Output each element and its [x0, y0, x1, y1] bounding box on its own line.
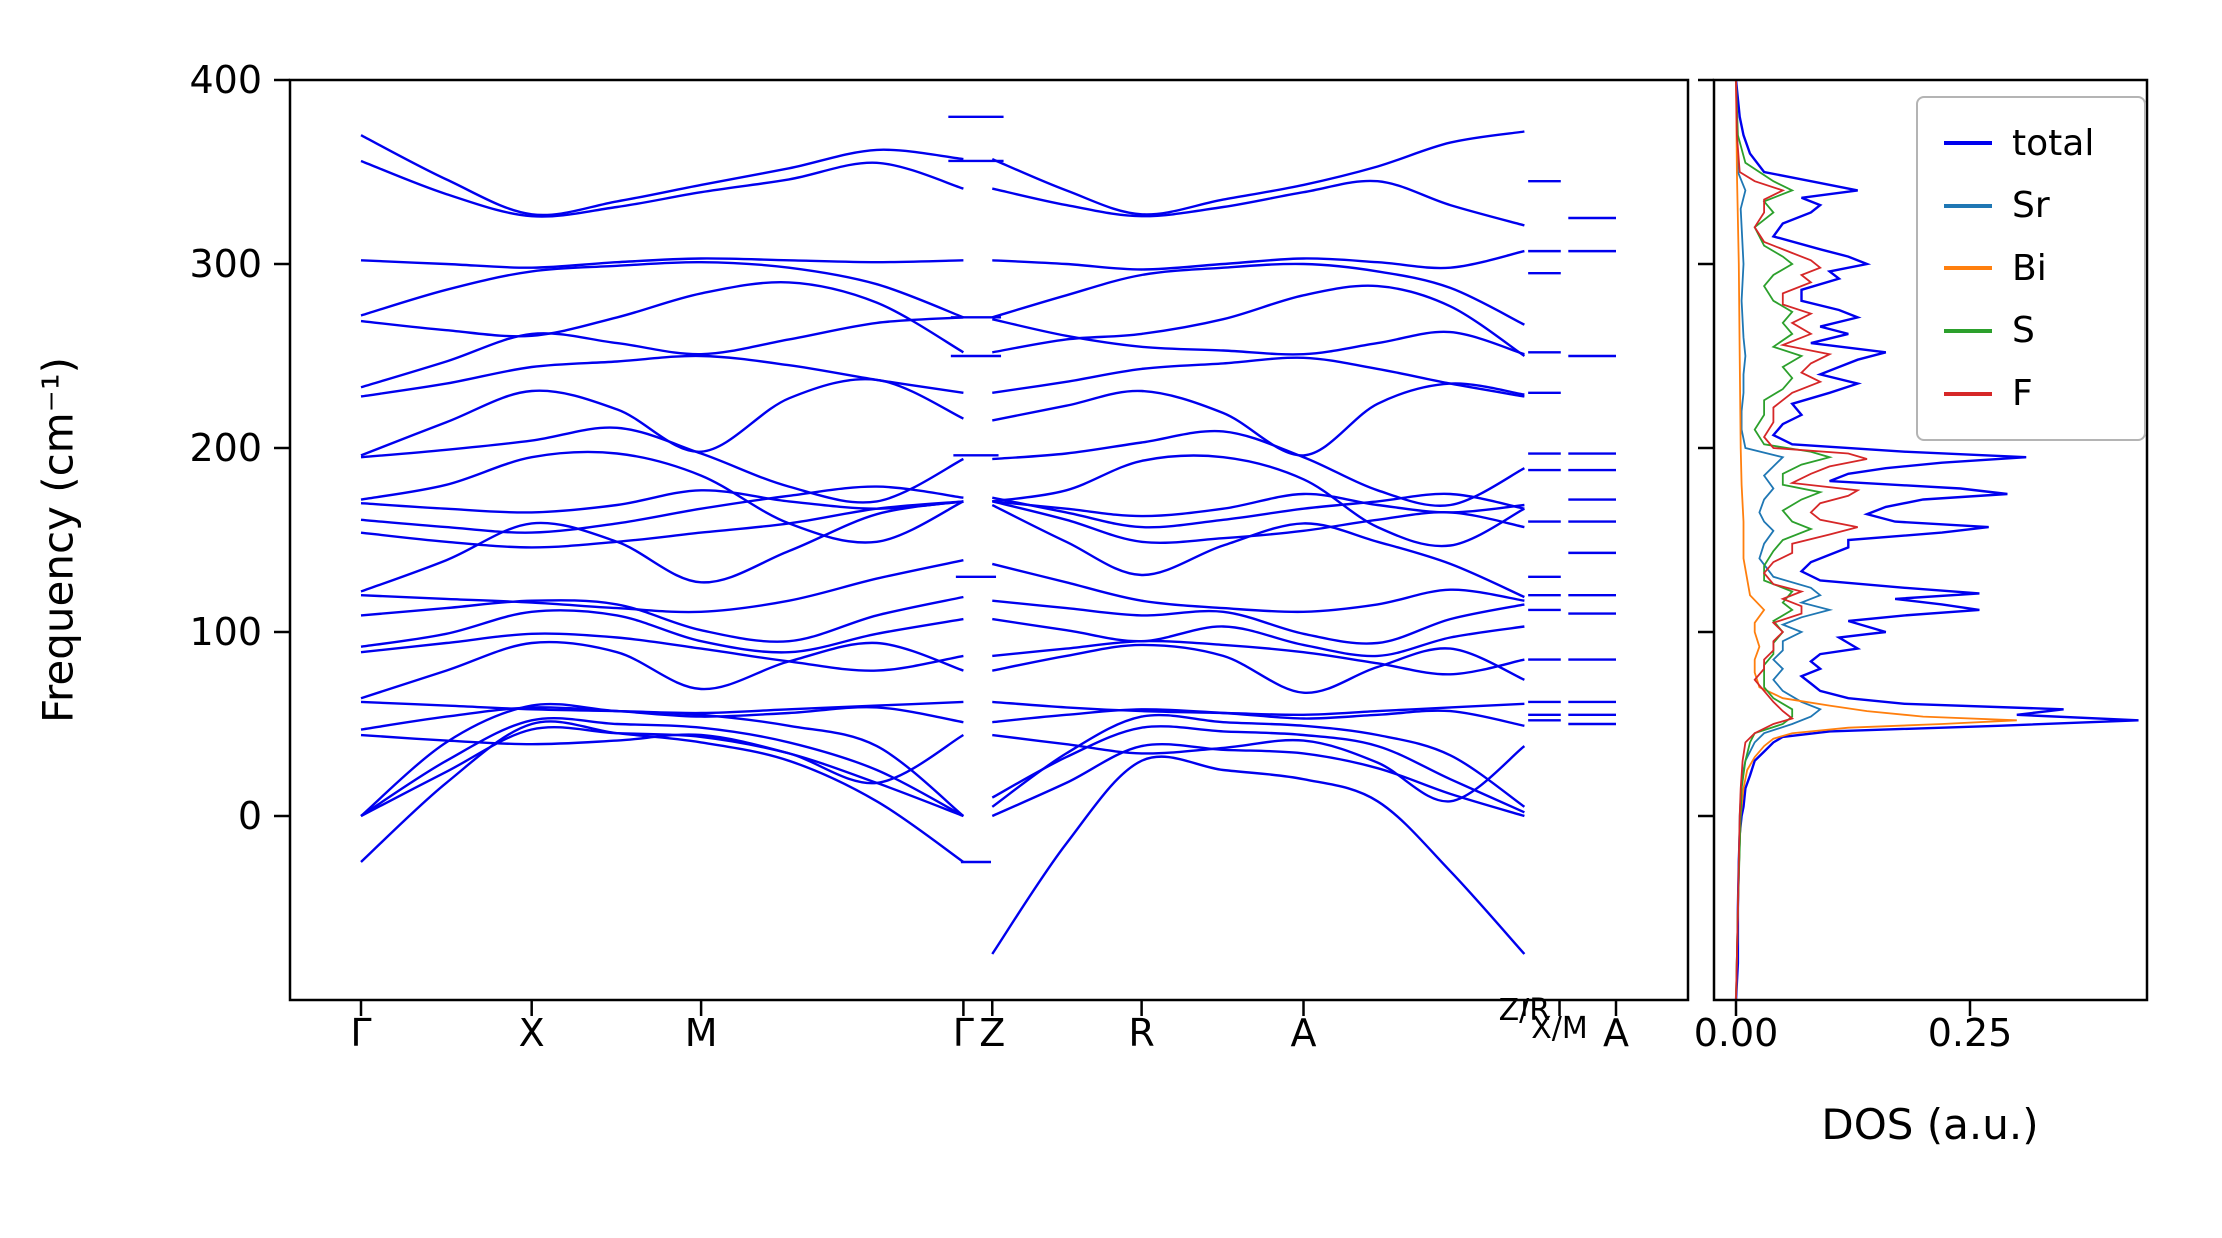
phonon-band-curve	[992, 179, 1525, 227]
phonon-band-curve	[360, 257, 964, 269]
phonon-band-curve	[991, 743, 1525, 818]
phonon-band-curve	[992, 284, 1526, 357]
y-axis-label: Frequency (cm⁻¹)	[33, 356, 83, 724]
phonon-band-curve	[360, 134, 964, 217]
legend-entry-S: S	[1944, 311, 2118, 351]
y-tick-label: 300	[189, 242, 262, 286]
phonon-band-curve	[991, 130, 1525, 216]
legend-label: Bi	[2012, 247, 2047, 289]
phonon-band-curve	[360, 489, 964, 514]
dos-curve-Bi	[1735, 80, 2017, 1000]
legend-entry-Bi: Bi	[1944, 249, 2118, 289]
legend-line-sample	[1944, 329, 1992, 334]
dos-curve-total	[1734, 80, 2139, 1000]
phonon-band-curve	[992, 708, 1525, 727]
y-tick-label: 200	[189, 426, 262, 470]
band-x-tick-label: X/M	[1531, 1011, 1588, 1046]
phonon-band-curve	[992, 454, 1525, 548]
phonon-band-curve	[992, 429, 1525, 507]
phonon-band-curve	[991, 713, 1526, 808]
dos-panel-frame	[1712, 78, 2149, 1002]
band-x-tick-label: M	[684, 1011, 718, 1055]
dos-x-tick-label: 0.00	[1693, 1011, 1779, 1055]
phonon-band-curve	[360, 733, 964, 785]
legend-label: S	[2012, 310, 2035, 352]
band-x-tick-label: Z/R	[1498, 993, 1551, 1028]
band-x-tick-label: Γ	[952, 1011, 974, 1055]
phonon-band-curve	[991, 500, 1525, 544]
phonon-band-curve	[991, 262, 1525, 326]
phonon-band-curve	[360, 609, 964, 654]
y-tick-label: 400	[189, 58, 262, 102]
legend-label: Sr	[2012, 185, 2050, 227]
phonon-band-curve	[360, 450, 964, 544]
phonon-band-curve	[991, 503, 1525, 599]
band-panel-frame	[288, 78, 1690, 1002]
phonon-band-curve	[992, 599, 1525, 645]
band-x-tick-label: Γ	[350, 1011, 372, 1055]
phonon-band-curve	[360, 716, 964, 818]
legend-entry-total: total	[1944, 122, 2118, 164]
phonon-band-curve	[360, 726, 964, 818]
phonon-band-curve	[991, 755, 1526, 955]
phonon-band-curve	[360, 632, 964, 672]
phonon-band-curve	[992, 639, 1525, 676]
phonon-band-curve	[360, 559, 964, 614]
legend-label: total	[2012, 122, 2095, 164]
phonon-band-curve	[992, 733, 1526, 803]
legend-label: F	[2012, 372, 2033, 414]
phonon-band-curve	[360, 485, 964, 534]
band-x-tick-label: X	[518, 1011, 545, 1055]
phonon-band-curve	[360, 426, 964, 504]
dos-x-tick-label: 0.25	[1927, 1011, 2013, 1055]
phonon-band-curve	[360, 720, 965, 863]
legend-entry-Sr: Sr	[1944, 186, 2118, 226]
legend-line-sample	[1944, 141, 1992, 146]
y-tick-label: 100	[189, 610, 262, 654]
y-tick-label: 0	[237, 794, 262, 838]
dos-curve-F	[1735, 80, 1868, 1000]
phonon-band-curve	[992, 492, 1525, 529]
phonon-bands	[360, 115, 1616, 955]
phonon-band-curve	[360, 500, 964, 549]
phonon-band-curve	[991, 318, 1525, 356]
phonon-band-curve	[992, 700, 1525, 717]
dos-curve-S	[1735, 80, 1833, 1000]
legend-entry-F: F	[1944, 374, 2118, 414]
dos-curves	[1734, 80, 2139, 1000]
phonon-band-curve	[360, 378, 964, 457]
phonon-band-curve	[360, 705, 964, 731]
dos-x-axis-label: DOS (a.u.)	[1821, 1100, 2039, 1149]
phonon-band-curve	[991, 562, 1525, 614]
band-x-tick-label: A	[1603, 1011, 1629, 1055]
phonon-band-curve	[360, 280, 964, 354]
band-x-tick-label: Z	[979, 1011, 1006, 1055]
phonon-band-curve	[360, 500, 964, 593]
band-x-tick-label: R	[1128, 1011, 1155, 1055]
legend-line-sample	[1944, 391, 1992, 396]
band-x-tick-label: A	[1290, 1011, 1317, 1055]
phonon-band-curve	[992, 356, 1525, 398]
legend-line-sample	[1944, 266, 1992, 271]
phonon-band-curve	[360, 316, 964, 389]
phonon-band-curve	[992, 249, 1525, 271]
phonon-band-curve	[360, 640, 964, 700]
phonon-band-curve	[992, 643, 1525, 694]
phonon-band-curve	[360, 260, 964, 319]
dos-curve-Sr	[1735, 80, 1834, 1000]
phonon-band-curve	[992, 382, 1525, 457]
legend-line-sample	[1944, 203, 1992, 208]
phonon-band-curve	[360, 354, 964, 398]
phonon-band-curve	[360, 595, 964, 643]
phonon-band-curve	[992, 617, 1525, 658]
phonon-band-curve	[991, 725, 1525, 814]
legend: total Sr Bi S F	[1916, 96, 2146, 441]
phonon-band-curve	[360, 159, 964, 218]
